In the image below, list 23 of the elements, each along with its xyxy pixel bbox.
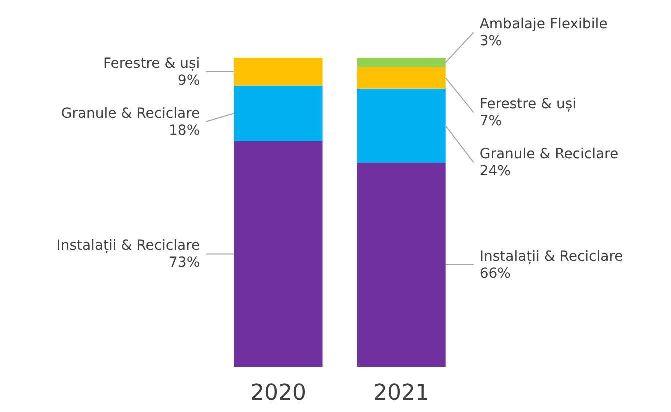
bar (234, 141, 323, 367)
bar (234, 58, 323, 86)
data-label: 66% (480, 266, 511, 282)
data-label: 18% (169, 122, 200, 139)
x-tick-label: 2021 (374, 381, 430, 406)
data-label: 73% (169, 255, 200, 272)
bar (357, 163, 446, 367)
bar (357, 58, 446, 68)
data-label: 24% (480, 164, 511, 180)
text: Granule & Reciclare (480, 146, 619, 163)
bar (357, 88, 446, 164)
bar (234, 86, 323, 142)
text: Ferestre & uși (480, 96, 577, 113)
text: Granule & Reciclare (61, 106, 200, 122)
text: Instalații & Reciclare (56, 238, 200, 254)
text: Ambalaje Flexibile (480, 16, 608, 33)
data-label: 3% (480, 34, 502, 50)
text: Instalații & Reciclare (480, 249, 624, 266)
bar (357, 67, 446, 89)
text: Ferestre & uși (103, 56, 200, 72)
x-tick-label: 2020 (250, 381, 306, 406)
data-label: 9% (178, 72, 200, 89)
data-label: 7% (480, 114, 502, 130)
